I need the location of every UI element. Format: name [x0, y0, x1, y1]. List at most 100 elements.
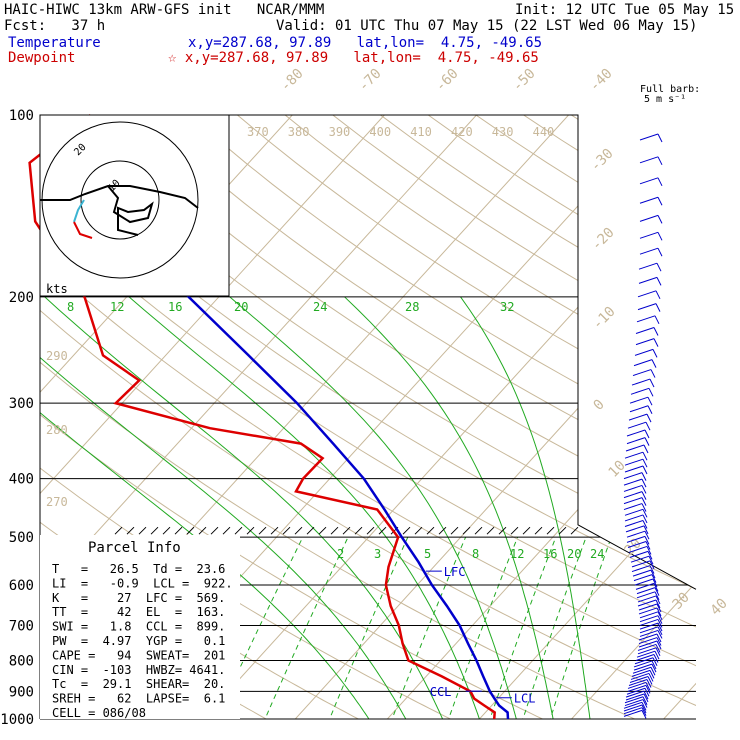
hatch-tick: [462, 526, 471, 535]
forecast-hour: Fcst: 37 h: [4, 18, 106, 34]
wind-barb-flag: [652, 578, 658, 588]
wind-barb-staff: [631, 669, 651, 677]
dry-adiabat-line: [40, 115, 696, 719]
mixing-ratio-line: [518, 537, 587, 719]
hatch-tick: [174, 526, 183, 535]
pressure-label: 1000: [0, 712, 34, 728]
hatch-tick: [342, 526, 351, 535]
legend-temperature: Temperature: [8, 35, 101, 51]
hatch-tick: [378, 526, 387, 535]
mixing-ratio-label: 16: [543, 547, 557, 561]
wind-barb-flag: [657, 611, 663, 621]
init-time: Init: 12 UTC Tue 05 May 15: [515, 2, 735, 18]
wind-barb-flag: [642, 451, 648, 461]
isotherm-label: -70: [356, 66, 385, 95]
wind-barb-flag: [650, 667, 656, 676]
wind-barb-staff: [637, 643, 657, 651]
wind-barb-staff: [623, 707, 643, 715]
wind-barb-staff: [639, 626, 659, 634]
wind-barb-flag: [655, 595, 661, 605]
hatch-tick: [402, 526, 411, 535]
wind-barb-staff: [631, 565, 651, 573]
wind-barb-flag: [644, 688, 650, 697]
wind-barb-staff: [634, 348, 654, 356]
dry-adiabat-line: [237, 115, 696, 719]
wind-barb-staff: [624, 696, 644, 704]
wind-barb-flag: [657, 215, 663, 224]
dry-adiabat-line: [40, 115, 696, 719]
dry-adiabat-line: [189, 115, 696, 719]
wind-barb-flag: [642, 465, 648, 475]
wind-barb-staff: [638, 633, 658, 641]
wind-barb-flag: [647, 676, 653, 685]
hatch-tick: [570, 526, 579, 535]
wind-barb-flag: [642, 509, 648, 518]
wind-barb-flag: [656, 607, 662, 617]
theta-label-low: 270: [46, 495, 68, 509]
dry-adiabat-line: [714, 115, 740, 732]
theta-label: 370: [247, 125, 269, 139]
wind-barb-staff: [629, 550, 649, 558]
wind-barb-flag: [646, 413, 652, 423]
wind-barb-staff: [624, 465, 644, 473]
mixing-ratio-label: 12: [510, 547, 524, 561]
wind-barb-flag: [644, 429, 650, 439]
isotherm-line: [651, 115, 696, 719]
hatch-tick: [282, 526, 291, 535]
wind-barb-staff: [623, 478, 643, 486]
wind-barb-staff: [632, 666, 652, 674]
hatch-tick: [366, 526, 375, 535]
wind-barb-staff: [639, 231, 659, 239]
wind-barb-flag: [646, 679, 652, 688]
hatch-tick: [546, 526, 555, 535]
isotherm-label: -80: [278, 66, 307, 95]
wind-barb-staff: [623, 484, 643, 492]
wind-barb-flag: [653, 338, 659, 347]
wind-barb-staff: [627, 684, 647, 692]
wind-barb-flag: [656, 277, 662, 286]
hatch-tick: [150, 526, 159, 535]
hatch-tick: [198, 526, 207, 535]
wind-barb-staff: [629, 405, 649, 413]
wind-barb-staff: [639, 214, 659, 222]
wind-barb-staff: [630, 387, 650, 395]
parcel-info-title: Parcel Info: [88, 540, 181, 556]
wind-barb-flag: [655, 599, 661, 609]
parcel-info-table: Parcel Info T = 26.5 Td = 23.6LI = -0.9 L…: [40, 535, 240, 720]
hatch-tick: [498, 526, 507, 535]
wind-barb-flag: [643, 525, 649, 535]
mixing-ratio-line: [323, 536, 409, 719]
wind-barb-staff: [623, 503, 643, 511]
wind-barb-staff: [627, 681, 647, 689]
mixing-ratio-line: [386, 537, 467, 719]
mixing-ratio-label: 8: [472, 547, 479, 561]
isotherm-line: [283, 115, 696, 719]
parcel-info-row: PW = 4.97 YGP = 0.1: [52, 634, 225, 648]
wind-barb-staff: [628, 413, 648, 421]
wind-barb-staff: [637, 599, 657, 607]
wind-barb-staff: [637, 303, 657, 311]
wind-barb-flag: [644, 530, 650, 540]
hatch-tick: [306, 526, 315, 535]
wind-barb-flag: [657, 615, 663, 624]
wind-barb-staff: [624, 458, 644, 466]
wind-barb-staff: [638, 262, 658, 270]
hatch-tick: [318, 526, 327, 535]
parcel-info-box: [40, 535, 240, 719]
dewpoint-coords: ☆ x,y=287.68, 97.89 lat,lon= 4.75, -49.6…: [168, 50, 539, 66]
wind-barb-staff: [629, 675, 649, 683]
mixing-ratio-label: 3: [374, 547, 381, 561]
wind-barb-flag: [652, 657, 658, 666]
moist-adiabat-label: 24: [313, 300, 327, 314]
wind-barb-staff: [630, 672, 650, 680]
isotherm-line: [467, 115, 696, 719]
wind-barb-staff: [636, 587, 656, 595]
moist-adiabat-label: 32: [500, 300, 514, 314]
wind-barb-staff: [628, 545, 648, 553]
isotherm-line: [375, 115, 696, 719]
pressure-label: 500: [9, 530, 34, 546]
wind-barb-flag: [651, 574, 657, 583]
wind-barb-staff: [639, 247, 659, 255]
hatch-tick: [522, 526, 531, 535]
